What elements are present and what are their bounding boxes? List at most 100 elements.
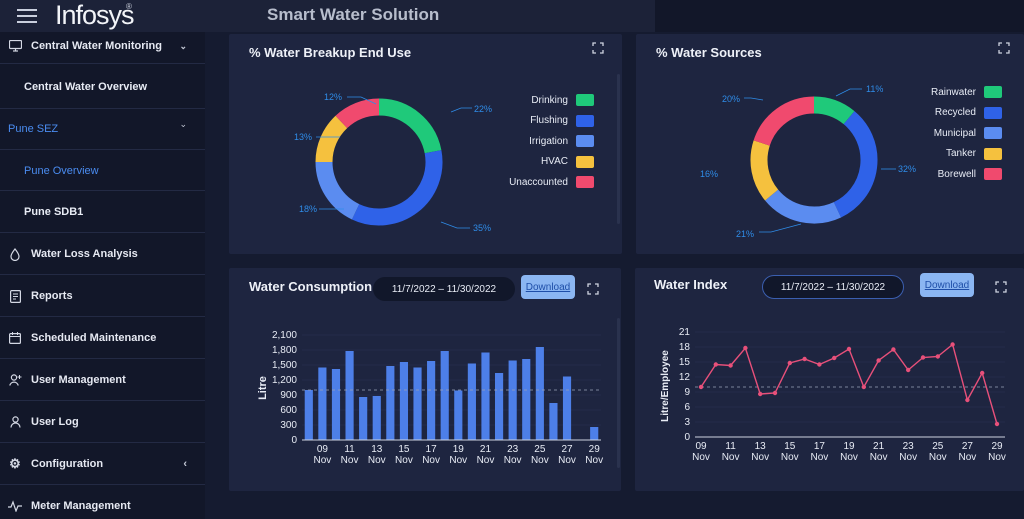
- add-user-icon: [8, 373, 22, 387]
- expand-icon[interactable]: [998, 42, 1010, 54]
- data-point[interactable]: [861, 384, 866, 390]
- legend-item-municipal[interactable]: Municipal: [934, 127, 1002, 139]
- data-point[interactable]: [787, 360, 792, 366]
- x-tick-label: 23: [507, 444, 519, 455]
- legend-label: Drinking: [531, 94, 568, 106]
- bar[interactable]: [413, 367, 422, 441]
- bar[interactable]: [440, 351, 449, 440]
- bar[interactable]: [345, 351, 354, 440]
- donut-slice-flushing[interactable]: [351, 150, 443, 226]
- donut-slice-hvac[interactable]: [315, 115, 348, 163]
- panel-title: Water Index: [654, 277, 728, 292]
- bar[interactable]: [331, 369, 341, 440]
- legend-item-flushing[interactable]: Flushing: [530, 114, 594, 127]
- sidebar-item-pune-overview[interactable]: Pune Overview: [24, 159, 229, 183]
- bar[interactable]: [359, 397, 368, 440]
- date-range-picker[interactable]: 11/7/2022 – 11/30/2022: [762, 275, 904, 299]
- data-point[interactable]: [758, 391, 763, 397]
- data-point[interactable]: [772, 390, 778, 396]
- bar[interactable]: [427, 361, 436, 440]
- bar[interactable]: [590, 427, 599, 440]
- bar[interactable]: [467, 363, 476, 441]
- data-point[interactable]: [698, 384, 704, 390]
- bar[interactable]: [454, 390, 463, 441]
- scrollbar[interactable]: [617, 318, 620, 468]
- donut-slice-drinking[interactable]: [378, 98, 442, 154]
- legend-item-recycled[interactable]: Recycled: [935, 106, 1002, 119]
- bar[interactable]: [386, 366, 395, 440]
- data-point[interactable]: [935, 354, 940, 359]
- donut-slice-rainwater[interactable]: [813, 96, 855, 125]
- donut-slice-tanker[interactable]: [750, 140, 779, 201]
- donut-slice-unaccounted[interactable]: [335, 98, 380, 129]
- bar[interactable]: [372, 396, 381, 440]
- data-point[interactable]: [713, 362, 718, 367]
- bar[interactable]: [549, 403, 558, 440]
- sidebar-item-central-water-overview[interactable]: Central Water Overview: [24, 75, 229, 99]
- y-axis-label: Litre/Employee: [660, 350, 671, 422]
- legend-item-tanker[interactable]: Tanker: [946, 147, 1002, 160]
- panel-title: % Water Sources: [656, 45, 762, 60]
- data-point[interactable]: [965, 397, 970, 403]
- scrollbar[interactable]: [617, 74, 620, 224]
- data-point[interactable]: [906, 367, 911, 373]
- chevron-down-icon[interactable]: ⌄: [179, 119, 187, 129]
- legend-item-hvac[interactable]: HVAC: [541, 155, 594, 168]
- expand-icon[interactable]: [592, 42, 604, 54]
- data-point[interactable]: [846, 346, 852, 352]
- legend-item-borewell[interactable]: Borewell: [938, 168, 1002, 180]
- donut-slice-irrigation[interactable]: [315, 161, 360, 220]
- data-point[interactable]: [743, 345, 748, 351]
- donut-slice-recycled[interactable]: [833, 111, 878, 218]
- legend-item-rainwater[interactable]: Rainwater: [931, 86, 1002, 98]
- bar[interactable]: [399, 362, 409, 440]
- legend-item-irrigation[interactable]: Irrigation: [529, 135, 594, 147]
- data-point[interactable]: [920, 355, 926, 360]
- data-point[interactable]: [802, 356, 807, 362]
- donut-slice-borewell[interactable]: [753, 96, 815, 146]
- x-tick-sublabel: Nov: [422, 455, 440, 466]
- sidebar-item-central-water-monitoring[interactable]: Central Water Monitoring ⌄: [0, 34, 205, 58]
- chevron-left-icon[interactable]: ‹: [183, 458, 187, 470]
- sidebar-item-scheduled-maintenance[interactable]: Scheduled Maintenance: [0, 326, 205, 350]
- legend-item-drinking[interactable]: Drinking: [531, 94, 594, 106]
- data-point[interactable]: [994, 421, 1000, 427]
- date-range-picker[interactable]: 11/7/2022 – 11/30/2022: [373, 277, 515, 301]
- sidebar-item-reports[interactable]: Reports: [0, 284, 205, 308]
- donut-slice-municipal[interactable]: [765, 189, 842, 224]
- bar[interactable]: [481, 352, 490, 441]
- sidebar-item-pune-sez[interactable]: Pune SEZ: [8, 117, 213, 141]
- sidebar-item-configuration[interactable]: ⚙ Configuration ‹: [0, 452, 205, 476]
- bar[interactable]: [535, 347, 544, 440]
- bar[interactable]: [318, 367, 327, 441]
- legend-label: Rainwater: [930, 86, 976, 98]
- legend-swatch: [984, 86, 1002, 98]
- data-point[interactable]: [817, 362, 822, 367]
- data-point[interactable]: [876, 358, 881, 363]
- expand-icon[interactable]: [587, 283, 599, 295]
- data-point[interactable]: [950, 342, 955, 347]
- data-point[interactable]: [728, 363, 733, 368]
- download-button[interactable]: Download: [521, 275, 575, 299]
- chevron-down-icon[interactable]: ⌄: [179, 40, 187, 51]
- bar[interactable]: [508, 360, 517, 441]
- bar[interactable]: [522, 359, 531, 440]
- legend-swatch: [576, 135, 594, 147]
- sidebar-item-user-log[interactable]: User Log: [0, 410, 205, 434]
- sidebar-item-water-loss-analysis[interactable]: Water Loss Analysis: [0, 242, 205, 266]
- legend-item-unaccounted[interactable]: Unaccounted: [509, 176, 594, 188]
- sidebar-item-meter-management[interactable]: Meter Management: [0, 494, 205, 518]
- bar[interactable]: [494, 373, 504, 440]
- y-tick-label: 2,100: [272, 330, 297, 341]
- panel-title: % Water Breakup End Use: [249, 45, 412, 60]
- sidebar-item-pune-sdb1[interactable]: Pune SDB1: [24, 200, 229, 224]
- data-point[interactable]: [891, 347, 896, 352]
- sidebar-item-user-management[interactable]: User Management: [0, 368, 205, 392]
- bar[interactable]: [562, 376, 572, 441]
- bar[interactable]: [304, 390, 313, 440]
- expand-icon[interactable]: [995, 281, 1007, 293]
- hamburger-menu-icon[interactable]: [17, 9, 37, 23]
- data-point[interactable]: [980, 370, 985, 376]
- download-button[interactable]: Download: [920, 273, 974, 297]
- data-point[interactable]: [832, 355, 837, 361]
